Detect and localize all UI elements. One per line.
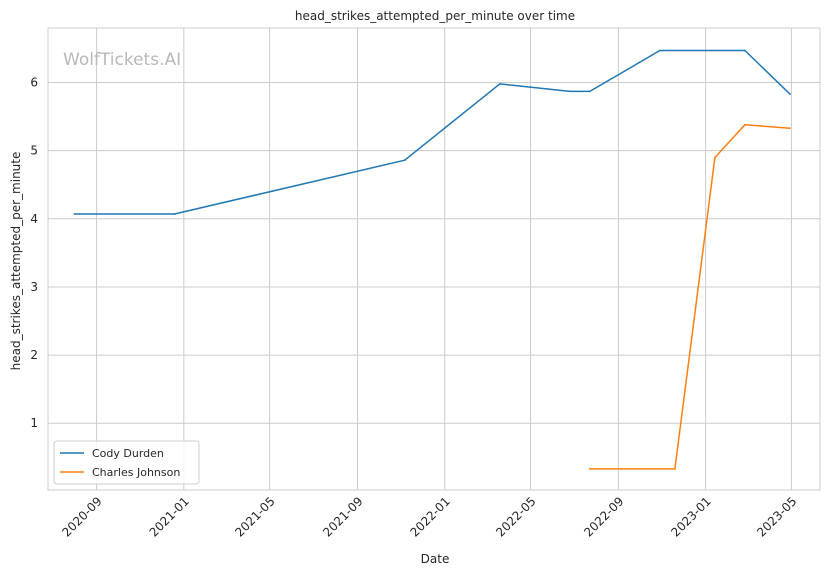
data-point bbox=[789, 127, 791, 130]
x-tick-label: 2021-01 bbox=[147, 494, 192, 539]
series-group bbox=[588, 123, 791, 470]
data-point bbox=[498, 82, 501, 85]
data-point bbox=[173, 213, 176, 215]
x-tick-label: 2021-09 bbox=[320, 494, 365, 539]
series-line bbox=[74, 49, 791, 215]
x-tick-label: 2022-01 bbox=[407, 494, 452, 539]
series-lines bbox=[73, 49, 791, 470]
y-tick-label: 6 bbox=[30, 76, 38, 90]
x-tick-label: 2022-09 bbox=[581, 494, 626, 539]
y-tick-label: 1 bbox=[30, 416, 38, 430]
chart-title: head_strikes_attempted_per_minute over t… bbox=[295, 9, 575, 23]
data-point bbox=[789, 93, 791, 95]
x-axis-ticks: 2020-09 2021-01 2021-05 2021-09 2022-01 2022-… bbox=[59, 494, 799, 539]
data-point bbox=[714, 156, 716, 159]
data-point bbox=[744, 49, 746, 52]
legend-label: Charles Johnson bbox=[92, 466, 180, 479]
grid bbox=[48, 28, 820, 490]
watermark-group: WolfTickets.AI bbox=[63, 50, 181, 70]
watermark-text: WolfTickets.AI bbox=[63, 50, 181, 70]
legend: Cody Durden Charles Johnson bbox=[53, 440, 200, 485]
x-tick-label: 2022-05 bbox=[493, 494, 538, 539]
x-tick-label: 2020-09 bbox=[59, 494, 104, 539]
data-point bbox=[568, 90, 571, 93]
y-tick-label: 5 bbox=[30, 144, 38, 158]
legend-box bbox=[53, 440, 200, 485]
plot-area-frame bbox=[47, 27, 821, 491]
y-axis-label: head_strikes_attempted_per_minute bbox=[9, 152, 23, 371]
y-tick-label: 4 bbox=[30, 212, 38, 226]
x-axis-label: Date bbox=[421, 552, 450, 566]
y-axis-ticks: 1 2 3 4 5 6 bbox=[30, 76, 38, 431]
data-point bbox=[588, 90, 591, 93]
data-point bbox=[588, 467, 591, 470]
data-point bbox=[673, 467, 676, 470]
x-tick-label: 2021-05 bbox=[232, 494, 277, 539]
data-point bbox=[744, 123, 746, 126]
x-tick-label: 2023-05 bbox=[754, 494, 799, 539]
series-line bbox=[589, 124, 791, 470]
data-point bbox=[73, 213, 76, 215]
data-point bbox=[658, 49, 661, 52]
y-tick-label: 3 bbox=[30, 280, 38, 294]
x-tick-label: 2023-01 bbox=[668, 494, 713, 539]
series-group bbox=[73, 49, 791, 215]
data-point bbox=[403, 159, 406, 162]
legend-label: Cody Durden bbox=[92, 447, 164, 460]
y-tick-label: 2 bbox=[30, 348, 38, 362]
